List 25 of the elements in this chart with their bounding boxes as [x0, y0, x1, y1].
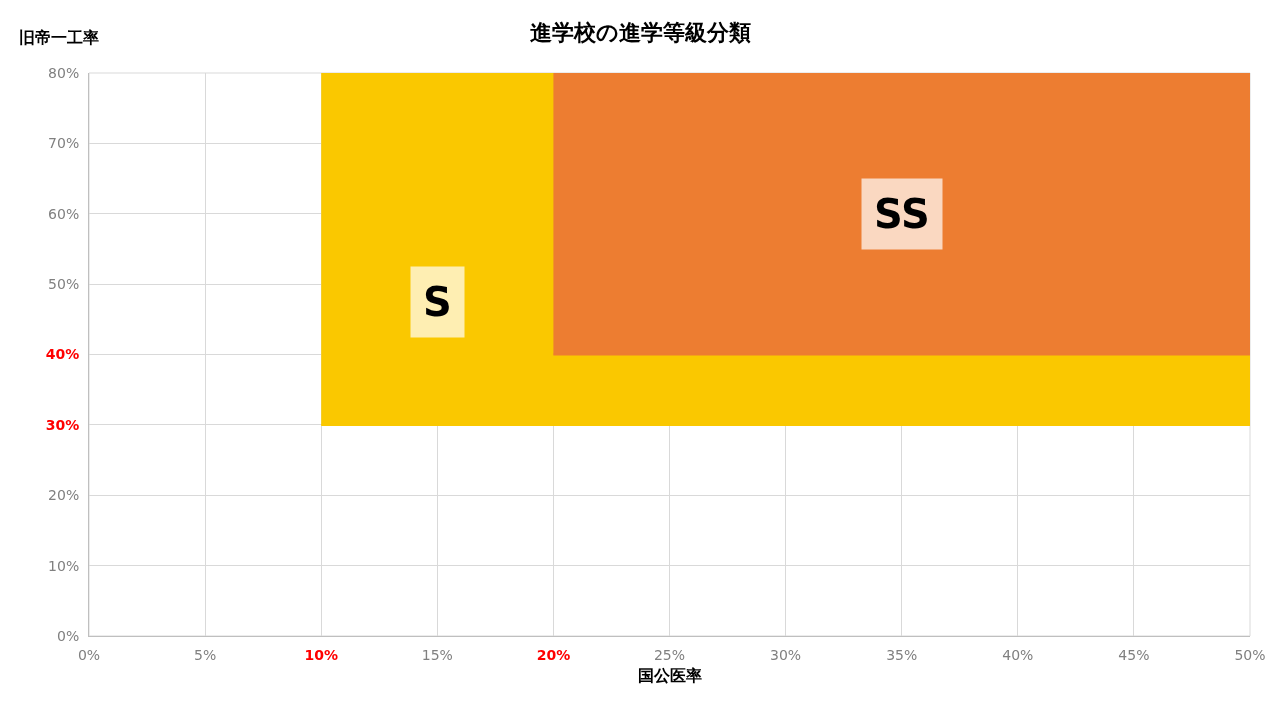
chart-title: 進学校の進学等級分類: [529, 19, 751, 45]
y-tick-label: 80%: [48, 64, 80, 81]
x-tick-label: 15%: [421, 646, 453, 663]
x-tick-label: 20%: [536, 646, 571, 663]
y-tick-label: 30%: [45, 416, 80, 433]
y-tick-label: 0%: [56, 627, 80, 644]
x-tick-label: 25%: [653, 646, 686, 663]
x-tick-label: 5%: [193, 646, 217, 663]
y-tick-label: 60%: [48, 205, 80, 222]
text: S: [423, 279, 452, 325]
y-tick-label: 20%: [48, 487, 80, 504]
x-tick-label: 45%: [1118, 646, 1150, 663]
x-axis-title: 国公医率: [637, 666, 702, 686]
y-tick-label: 10%: [48, 557, 80, 574]
y-axis-title: 旧帝一工率: [19, 28, 99, 47]
x-tick-label: 0%: [77, 646, 101, 663]
y-tick-label: 70%: [48, 135, 80, 152]
x-tick-label: 50%: [1234, 646, 1266, 663]
x-tick-label: 30%: [770, 646, 802, 663]
y-tick-label: 50%: [48, 276, 80, 293]
x-tick-label: 40%: [1002, 646, 1034, 663]
x-tick-label: 35%: [886, 646, 918, 663]
y-tick-label: 40%: [45, 346, 80, 363]
x-tick-label: 10%: [304, 646, 338, 663]
text: SS: [874, 191, 930, 237]
